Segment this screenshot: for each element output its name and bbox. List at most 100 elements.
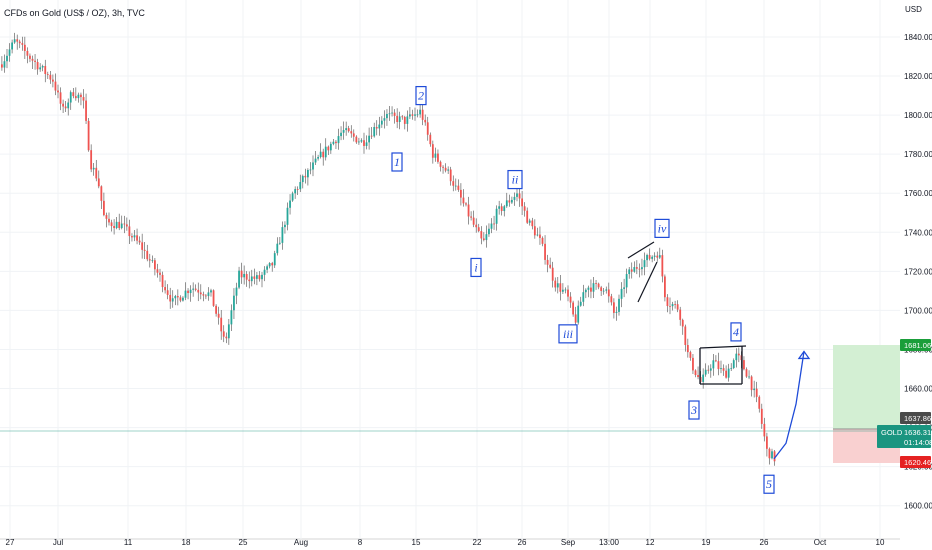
- candle-down: [431, 144, 434, 158]
- candle-down: [666, 297, 669, 307]
- candle-down: [401, 116, 404, 118]
- candle-up: [658, 255, 661, 258]
- candle-up: [207, 292, 210, 297]
- candle-down: [118, 221, 121, 229]
- candle-up: [646, 254, 648, 261]
- candle-down: [363, 140, 365, 146]
- candle-down: [23, 44, 26, 51]
- candle-up: [299, 182, 302, 190]
- candle-up: [284, 224, 286, 228]
- candle-down: [426, 122, 429, 135]
- candle-down: [452, 181, 455, 186]
- candle-down: [500, 206, 503, 212]
- current-price-label: 1637.86: [904, 414, 931, 423]
- candle-down: [600, 287, 603, 291]
- candle-down: [123, 223, 126, 225]
- candle-up: [536, 234, 539, 236]
- candle-up: [309, 169, 312, 171]
- candle-up: [720, 368, 722, 370]
- candle-down: [421, 109, 424, 120]
- wave-label-box: [763, 474, 775, 494]
- candle-up: [643, 260, 646, 268]
- candle-up: [454, 185, 457, 187]
- candle-down: [225, 336, 228, 339]
- wave-label-text: iv: [658, 221, 667, 235]
- candle-down: [684, 326, 687, 346]
- x-tick-label: 18: [182, 538, 191, 547]
- candle-up: [273, 253, 276, 266]
- candle-up: [233, 295, 235, 311]
- candle-up: [592, 283, 595, 292]
- candle-up: [230, 310, 233, 325]
- candle-down: [549, 264, 552, 268]
- candle-up: [391, 112, 393, 114]
- candle-down: [125, 224, 128, 227]
- candle-down: [444, 167, 447, 171]
- candle-down: [755, 388, 758, 397]
- candle-up: [11, 42, 13, 50]
- time-axis[interactable]: 27 Jul 11 18 25 Aug 8 15 22 26 Sep 13:00 12 19 26 Oct 10: [6, 538, 885, 547]
- candle-up: [227, 324, 230, 339]
- candle-up: [3, 61, 6, 68]
- candle-down: [745, 369, 748, 377]
- gold-symbol-label: GOLD: [881, 428, 903, 437]
- candle-down: [630, 269, 633, 272]
- candle-up: [702, 374, 705, 382]
- candle-down: [569, 296, 572, 303]
- wave-label-text: 4: [733, 325, 739, 339]
- wave-label-box: [391, 152, 403, 172]
- candle-up: [358, 141, 360, 143]
- candle-down: [467, 204, 470, 217]
- wave-label-text: 3: [690, 403, 697, 417]
- candle-down: [36, 61, 39, 70]
- candle-down: [694, 370, 697, 376]
- candle-down: [222, 331, 225, 337]
- wave-label-i: i: [470, 257, 482, 278]
- candle-up: [182, 297, 184, 301]
- candle-up: [266, 266, 268, 270]
- candle-down: [572, 302, 574, 315]
- candle-up: [434, 153, 437, 158]
- wave-label-4: 4: [730, 322, 742, 342]
- candle-up: [120, 223, 123, 229]
- candle-up: [235, 287, 238, 296]
- candle-up: [345, 128, 348, 131]
- candle-down: [164, 287, 166, 291]
- wave-label-box: [558, 324, 578, 344]
- candle-down: [271, 263, 274, 266]
- wave-label-box: [730, 322, 742, 342]
- candles: [1, 32, 776, 466]
- candle-up: [505, 200, 508, 207]
- x-tick-label: 25: [239, 538, 248, 547]
- candle-down: [656, 255, 659, 258]
- candle-down: [16, 39, 19, 42]
- candle-down: [763, 423, 766, 437]
- candle-down: [72, 92, 75, 97]
- x-tick-label: 12: [646, 538, 655, 547]
- candle-down: [477, 227, 480, 232]
- candle-down: [715, 360, 717, 362]
- y-tick-label: 1700.00: [904, 306, 932, 315]
- x-tick-label: 11: [124, 538, 133, 547]
- candle-up: [380, 120, 383, 125]
- wave-label-box: [654, 218, 670, 238]
- wave-label-text: ii: [512, 173, 519, 187]
- candle-down: [403, 116, 406, 124]
- candle-down: [54, 81, 57, 91]
- stop-price-label: 1620.46: [904, 458, 931, 467]
- candle-down: [567, 289, 569, 297]
- candle-up: [261, 274, 263, 280]
- x-tick-label: 26: [760, 538, 769, 547]
- candle-up: [256, 275, 258, 279]
- x-tick-label: Sep: [561, 538, 576, 547]
- candle-down: [64, 106, 67, 109]
- candle-up: [337, 136, 340, 144]
- candle-up: [511, 199, 513, 203]
- candle-down: [551, 267, 554, 281]
- y-tick-label: 1840.00: [904, 33, 932, 42]
- price-axis[interactable]: USD 1840.00 1820.00 1800.00 1780.00 1760.00 1…: [900, 0, 932, 539]
- candle-down: [57, 90, 59, 93]
- wave-label-box: [507, 169, 523, 190]
